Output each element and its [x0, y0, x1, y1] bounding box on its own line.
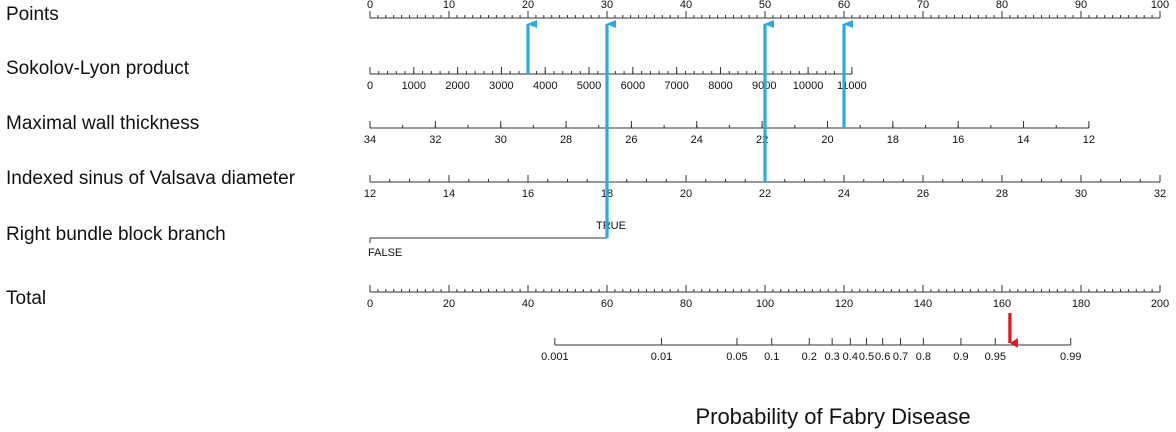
sokolov-tick-label: 2000 [445, 80, 469, 92]
valsava-tick-label: 20 [680, 188, 692, 200]
probability-tick-label: 0.3 [825, 351, 840, 363]
total-tick-label: 140 [914, 298, 932, 310]
label-sokolov-lyon-product: Sokolov-Lyon product [6, 58, 190, 79]
wall-tick-label: 30 [495, 134, 507, 146]
label-total: Total [6, 288, 46, 309]
sokolov-tick-label: 3000 [489, 80, 513, 92]
probability-tick-label: 0.05 [726, 351, 747, 363]
total-tick-label: 200 [1151, 298, 1169, 310]
sokolov-tick-label: 4000 [533, 80, 557, 92]
wall-tick-label: 12 [1083, 134, 1095, 146]
wall-tick-label: 18 [887, 134, 899, 146]
probability-tick-label: 0.6 [875, 351, 890, 363]
valsava-tick-label: 28 [996, 188, 1008, 200]
total-tick-label: 100 [756, 298, 774, 310]
valsava-tick-label: 32 [1154, 188, 1166, 200]
total-tick-label: 60 [601, 298, 613, 310]
probability-tick-label: 0.2 [802, 351, 817, 363]
valsava-tick-label: 26 [917, 188, 929, 200]
valsava-tick-label: 14 [443, 188, 455, 200]
total-tick-label: 40 [522, 298, 534, 310]
label-right-bundle-block-branch: Right bundle block branch [6, 224, 226, 245]
arrows [526, 20, 1018, 348]
label-maximal-wall-thickness: Maximal wall thickness [6, 113, 199, 134]
wall-tick-label: 24 [691, 134, 703, 146]
total-tick-label: 180 [1072, 298, 1090, 310]
sokolov-tick-label: 8000 [708, 80, 732, 92]
probability-title: Probability of Fabry Disease [695, 404, 970, 429]
points-tick-label: 20 [522, 0, 534, 11]
points-tick-label: 80 [996, 0, 1008, 11]
valsava-tick-label: 16 [522, 188, 534, 200]
valsava-tick-label: 24 [838, 188, 850, 200]
points-tick-label: 10 [443, 0, 455, 11]
total-tick-label: 20 [443, 298, 455, 310]
probability-tick-label: 0.01 [651, 351, 672, 363]
points-tick-label: 0 [367, 0, 373, 11]
wall-tick-label: 34 [364, 134, 376, 146]
rbbb-label-true: TRUE [596, 220, 626, 232]
sokolov-tick-label: 0 [367, 80, 373, 92]
wall-tick-label: 20 [821, 134, 833, 146]
sokolov-tick-label: 10000 [793, 80, 824, 92]
points-tick-label: 30 [601, 0, 613, 11]
sokolov-tick-label: 6000 [621, 80, 645, 92]
sokolov-tick-label: 11000 [837, 80, 867, 92]
points-tick-label: 100 [1151, 0, 1169, 11]
label-points: Points [6, 4, 59, 25]
points-tick-label: 60 [838, 0, 850, 11]
points-tick-label: 90 [1075, 0, 1087, 11]
probability-tick-label: 0.5 [859, 351, 874, 363]
probability-tick-label: 0.001 [541, 351, 569, 363]
valsava-tick-label: 22 [759, 188, 771, 200]
wall-tick-label: 32 [429, 134, 441, 146]
probability-tick-label: 0.7 [893, 351, 908, 363]
valsava-tick-label: 30 [1075, 188, 1087, 200]
rbbb-label-false: FALSE [368, 247, 402, 259]
points-tick-label: 70 [917, 0, 929, 11]
points-tick-label: 50 [759, 0, 771, 11]
sokolov-tick-label: 1000 [402, 80, 426, 92]
wall-tick-label: 14 [1017, 134, 1029, 146]
valsava-tick-label: 12 [364, 188, 376, 200]
points-tick-label: 40 [680, 0, 692, 11]
total-tick-label: 120 [835, 298, 853, 310]
label-indexed-sinus-valsava: Indexed sinus of Valsava diameter [6, 168, 296, 189]
total-tick-label: 0 [367, 298, 373, 310]
probability-tick-label: 0.99 [1060, 351, 1081, 363]
probability-tick-label: 0.1 [764, 351, 779, 363]
total-tick-label: 160 [993, 298, 1011, 310]
wall-tick-label: 16 [952, 134, 964, 146]
probability-tick-label: 0.9 [953, 351, 968, 363]
total-tick-label: 80 [680, 298, 692, 310]
wall-tick-label: 28 [560, 134, 572, 146]
sokolov-tick-label: 5000 [577, 80, 601, 92]
wall-tick-label: 26 [625, 134, 637, 146]
sokolov-tick-label: 7000 [664, 80, 688, 92]
probability-tick-label: 0.95 [985, 351, 1006, 363]
probability-tick-label: 0.4 [843, 351, 858, 363]
probability-tick-label: 0.8 [916, 351, 931, 363]
